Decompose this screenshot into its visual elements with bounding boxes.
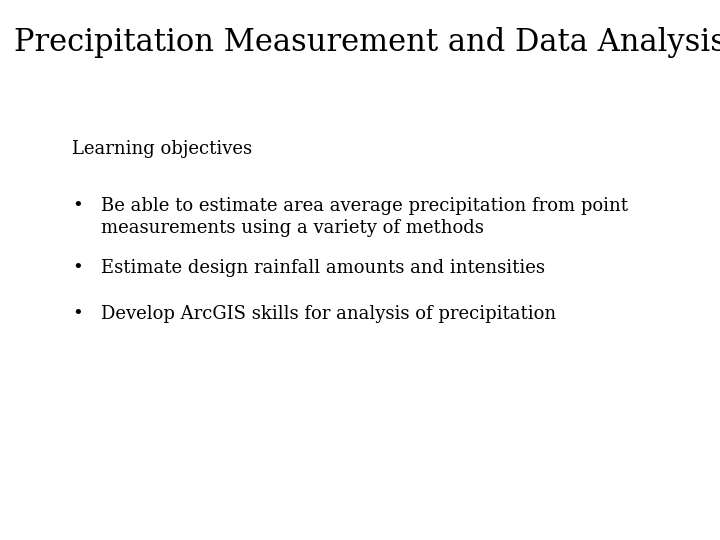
Text: Learning objectives: Learning objectives [72,140,252,158]
Text: •: • [72,305,83,323]
Text: Estimate design rainfall amounts and intensities: Estimate design rainfall amounts and int… [101,259,545,277]
Text: •: • [72,197,83,215]
Text: Develop ArcGIS skills for analysis of precipitation: Develop ArcGIS skills for analysis of pr… [101,305,556,323]
Text: •: • [72,259,83,277]
Text: Be able to estimate area average precipitation from point
measurements using a v: Be able to estimate area average precipi… [101,197,628,237]
Text: Precipitation Measurement and Data Analysis: Precipitation Measurement and Data Analy… [14,27,720,58]
